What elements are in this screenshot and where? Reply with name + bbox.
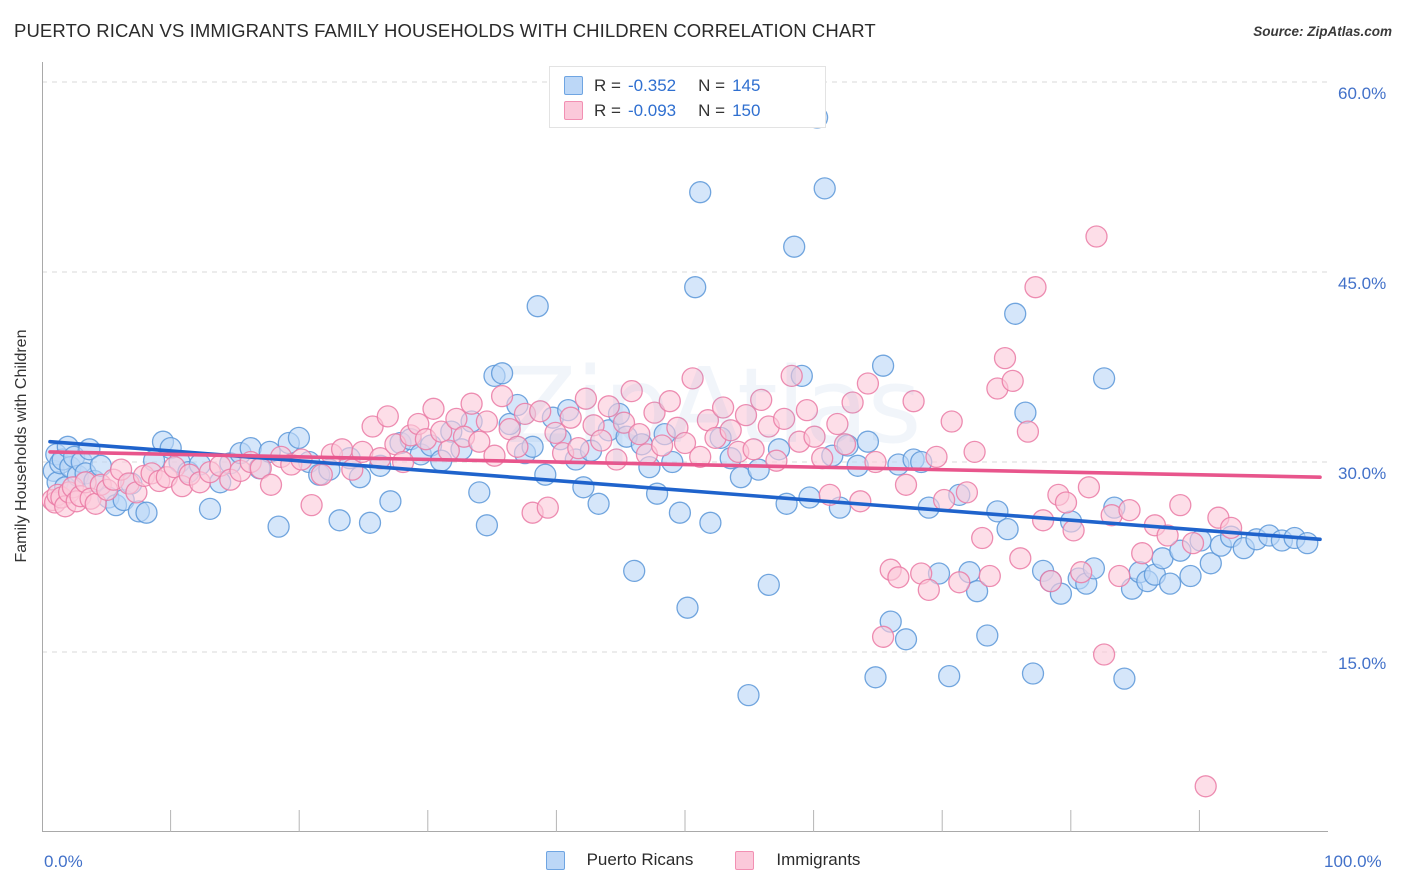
- y-tick-label: 15.0%: [1338, 654, 1387, 673]
- legend-swatch-immigrants-bottom: [735, 850, 755, 870]
- r-value-pink: -0.093: [627, 100, 677, 120]
- page-title: PUERTO RICAN VS IMMIGRANTS FAMILY HOUSEH…: [14, 20, 876, 41]
- r-label-pink: R =: [594, 100, 621, 120]
- stats-legend-row-puerto-ricans: R = -0.352 N = 145: [564, 73, 815, 98]
- y-tick-label: 60.0%: [1338, 84, 1387, 103]
- source-attribution: Source: ZipAtlas.com: [1253, 24, 1392, 39]
- trendline-puerto-ricans: [48, 439, 1322, 542]
- r-label-blue: R =: [594, 75, 621, 95]
- legend-label-immigrants: Immigrants: [776, 850, 861, 869]
- x-tick-label-max: 100.0%: [1324, 852, 1382, 871]
- stats-legend: R = -0.352 N = 145 R = -0.093 N = 150: [549, 66, 826, 128]
- axis-lines: [42, 62, 1328, 832]
- y-tick-label: 30.0%: [1338, 464, 1387, 483]
- plot-area: [42, 62, 1328, 832]
- n-label-blue: N =: [698, 75, 726, 95]
- legend-swatch-puerto-ricans-bottom: [545, 850, 565, 870]
- y-axis-title: Family Households with Children: [13, 329, 30, 563]
- n-value-blue: 145: [732, 75, 761, 95]
- y-tick-label: 45.0%: [1338, 274, 1387, 293]
- x-tick-label-min: 0.0%: [44, 852, 83, 871]
- legend-item-immigrants[interactable]: Immigrants: [735, 850, 860, 870]
- series-points-immigrants: [42, 225, 1243, 798]
- series-points-puerto-ricans: [42, 106, 1319, 707]
- legend-label-puerto-ricans: Puerto Ricans: [586, 850, 694, 869]
- legend-item-puerto-ricans[interactable]: Puerto Ricans: [545, 850, 694, 870]
- n-label-pink: N =: [698, 100, 726, 120]
- n-value-pink: 150: [732, 100, 761, 120]
- legend-swatch-immigrants: [564, 101, 583, 120]
- stats-legend-row-immigrants: R = -0.093 N = 150: [564, 98, 815, 123]
- trendline-immigrants: [48, 450, 1322, 480]
- scatter-plot-svg: [42, 62, 1328, 832]
- r-value-blue: -0.352: [627, 75, 677, 95]
- series-legend: Puerto Ricans Immigrants: [0, 850, 1406, 870]
- legend-swatch-puerto-ricans: [564, 76, 583, 95]
